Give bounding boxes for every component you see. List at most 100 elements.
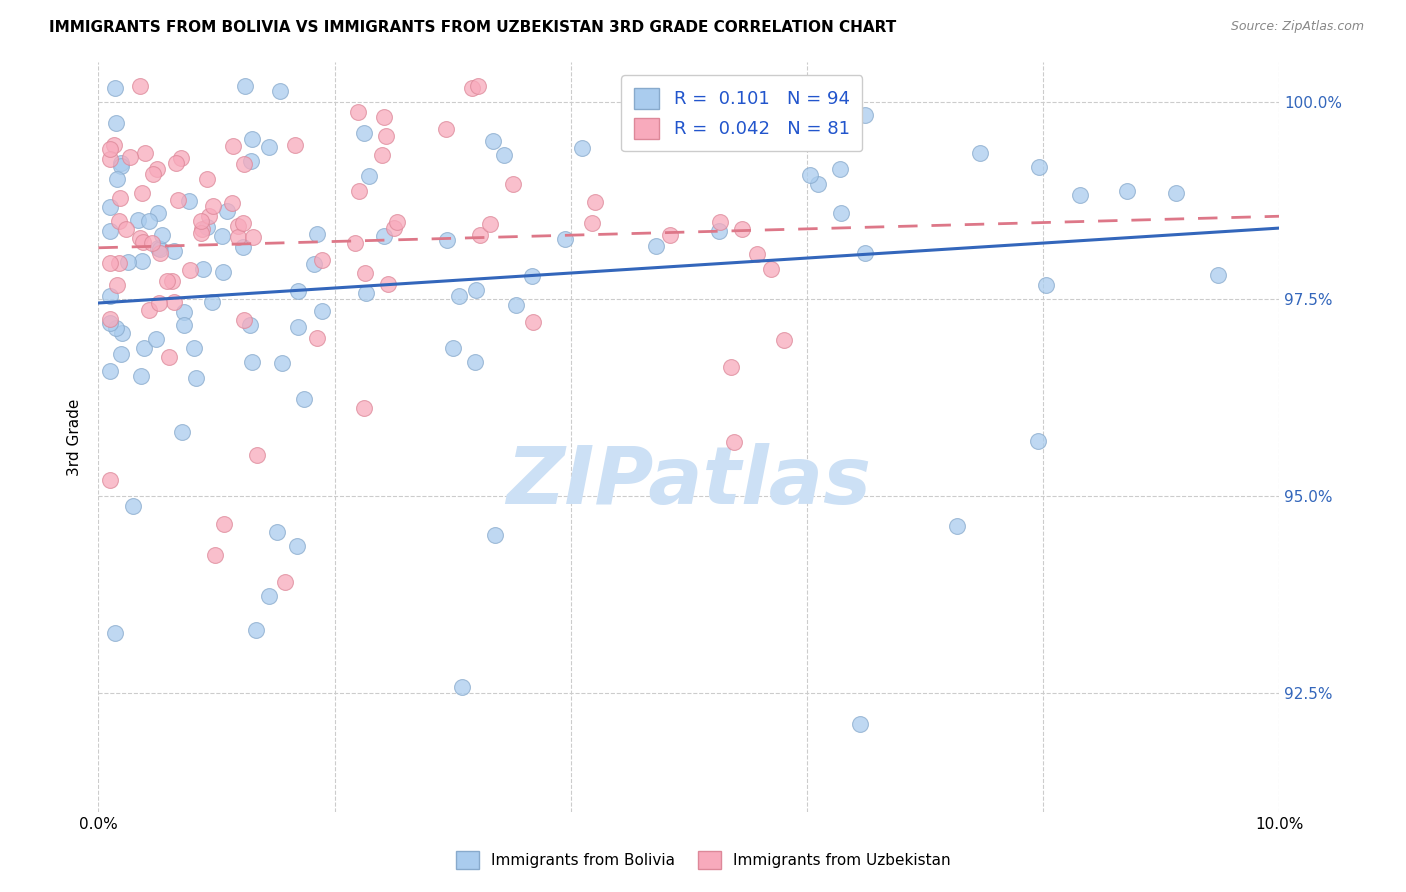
Point bbox=[146, 206, 169, 220]
Point bbox=[138, 213, 160, 227]
Point bbox=[148, 296, 170, 310]
Point bbox=[709, 215, 731, 229]
Point bbox=[1116, 185, 1139, 199]
Point bbox=[302, 257, 325, 271]
Point bbox=[98, 316, 121, 330]
Point bbox=[1028, 434, 1050, 449]
Point bbox=[98, 142, 121, 156]
Point bbox=[104, 81, 127, 95]
Point bbox=[274, 574, 297, 589]
Text: Source: ZipAtlas.com: Source: ZipAtlas.com bbox=[1230, 20, 1364, 33]
Point bbox=[240, 131, 263, 145]
Point bbox=[183, 341, 205, 355]
Point bbox=[707, 224, 730, 238]
Point bbox=[134, 342, 156, 356]
Point bbox=[799, 168, 821, 182]
Point bbox=[375, 129, 398, 144]
Point bbox=[108, 191, 131, 205]
Point bbox=[467, 79, 489, 94]
Point bbox=[131, 253, 153, 268]
Point bbox=[447, 289, 470, 303]
Point bbox=[731, 112, 754, 127]
Point bbox=[129, 79, 152, 94]
Point bbox=[127, 213, 149, 227]
Point bbox=[478, 217, 501, 231]
Point bbox=[233, 157, 256, 171]
Point bbox=[145, 162, 167, 177]
Point bbox=[211, 228, 233, 243]
Point bbox=[464, 355, 486, 369]
Point bbox=[142, 168, 165, 182]
Point bbox=[761, 79, 783, 94]
Point bbox=[104, 321, 127, 335]
Point bbox=[583, 194, 606, 209]
Point bbox=[239, 318, 262, 333]
Point bbox=[173, 304, 195, 318]
Point bbox=[1028, 161, 1050, 175]
Point bbox=[307, 227, 329, 242]
Point bbox=[464, 283, 486, 297]
Point bbox=[226, 219, 249, 233]
Point bbox=[828, 161, 851, 176]
Point bbox=[347, 104, 370, 119]
Point bbox=[128, 230, 150, 244]
Point bbox=[969, 146, 991, 161]
Point bbox=[110, 160, 132, 174]
Point bbox=[170, 152, 193, 166]
Point bbox=[146, 241, 169, 255]
Point bbox=[1206, 268, 1229, 282]
Point bbox=[271, 356, 294, 370]
Point bbox=[98, 311, 121, 326]
Point bbox=[122, 499, 145, 513]
Point bbox=[191, 262, 214, 277]
Point bbox=[202, 199, 225, 213]
Point bbox=[98, 152, 121, 166]
Point bbox=[212, 517, 235, 532]
Point bbox=[160, 274, 183, 288]
Point bbox=[807, 178, 830, 192]
Point bbox=[581, 216, 603, 230]
Point bbox=[179, 194, 201, 209]
Point bbox=[269, 84, 291, 98]
Point bbox=[257, 140, 280, 154]
Point bbox=[129, 369, 152, 384]
Point bbox=[117, 255, 139, 269]
Point bbox=[853, 245, 876, 260]
Point bbox=[105, 171, 128, 186]
Point bbox=[482, 134, 505, 148]
Point bbox=[245, 623, 267, 637]
Point bbox=[522, 315, 544, 329]
Point bbox=[232, 216, 254, 230]
Point bbox=[98, 224, 121, 238]
Point bbox=[186, 371, 208, 385]
Point bbox=[149, 246, 172, 260]
Point bbox=[167, 193, 190, 207]
Point bbox=[354, 286, 377, 301]
Point bbox=[644, 239, 666, 253]
Point bbox=[156, 274, 179, 288]
Point bbox=[195, 172, 218, 186]
Point bbox=[131, 235, 153, 249]
Point bbox=[830, 205, 852, 219]
Point bbox=[311, 252, 333, 267]
Point bbox=[120, 150, 142, 164]
Point bbox=[201, 295, 224, 310]
Point bbox=[165, 155, 187, 169]
Point bbox=[191, 222, 214, 236]
Point bbox=[242, 229, 264, 244]
Point bbox=[257, 589, 280, 603]
Point bbox=[287, 284, 309, 298]
Point bbox=[110, 155, 132, 169]
Point bbox=[848, 717, 870, 731]
Point bbox=[221, 196, 243, 211]
Point bbox=[239, 154, 262, 169]
Point bbox=[522, 269, 544, 284]
Point bbox=[105, 278, 128, 293]
Legend: R =  0.101   N = 94, R =  0.042   N = 81: R = 0.101 N = 94, R = 0.042 N = 81 bbox=[621, 75, 862, 152]
Point bbox=[571, 141, 593, 155]
Point bbox=[170, 425, 193, 439]
Point bbox=[98, 256, 121, 270]
Point bbox=[179, 262, 201, 277]
Point bbox=[305, 331, 328, 345]
Point bbox=[658, 227, 681, 242]
